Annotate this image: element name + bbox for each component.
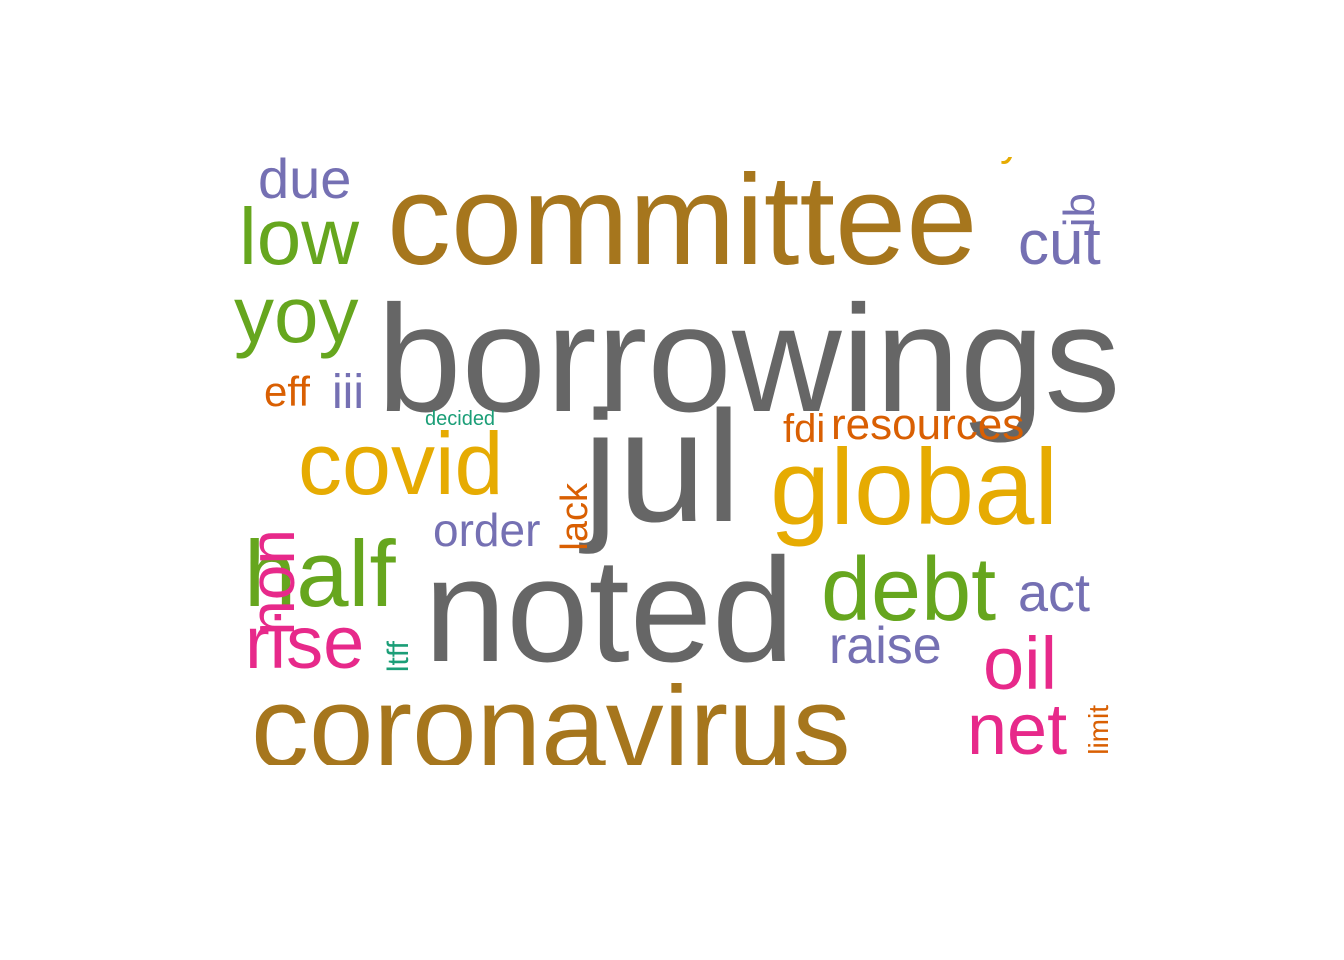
word-debt: debt (821, 540, 997, 640)
word-rise: rise (245, 601, 365, 684)
word-raise: raise (829, 617, 942, 675)
word-eff: eff (264, 368, 310, 415)
word-cut: cut (1018, 209, 1101, 278)
word-ltff: ltff (382, 641, 415, 673)
word-resources: resources (831, 400, 1025, 449)
word-coronavirus: coronavirus (251, 662, 851, 765)
word-global: global (770, 426, 1059, 547)
word-borrowings: borrowings (377, 274, 1121, 444)
word-oil: oil (983, 622, 1058, 705)
word-covid: covid (298, 414, 504, 513)
word-lack: lack (554, 483, 596, 551)
word-committee: committee (387, 157, 978, 292)
word-cloud: borrowings noted jul committee coronavir… (0, 157, 1344, 765)
word-yoy: yoy (234, 270, 359, 359)
word-decided: decided (425, 408, 496, 430)
word-low: low (239, 192, 360, 281)
word-y: y (1000, 157, 1022, 163)
word-due: due (258, 157, 352, 210)
word-act: act (1018, 563, 1091, 623)
word-net: net (967, 690, 1068, 765)
word-fdi: fdi (783, 407, 826, 451)
word-limit: limit (1083, 705, 1114, 755)
word-noted: noted (424, 528, 795, 693)
word-half: half (244, 521, 396, 626)
word-ib: ib (1055, 193, 1104, 228)
word-iii: iii (332, 366, 364, 419)
word-order: order (433, 504, 541, 556)
word-jul: jul (583, 379, 742, 555)
